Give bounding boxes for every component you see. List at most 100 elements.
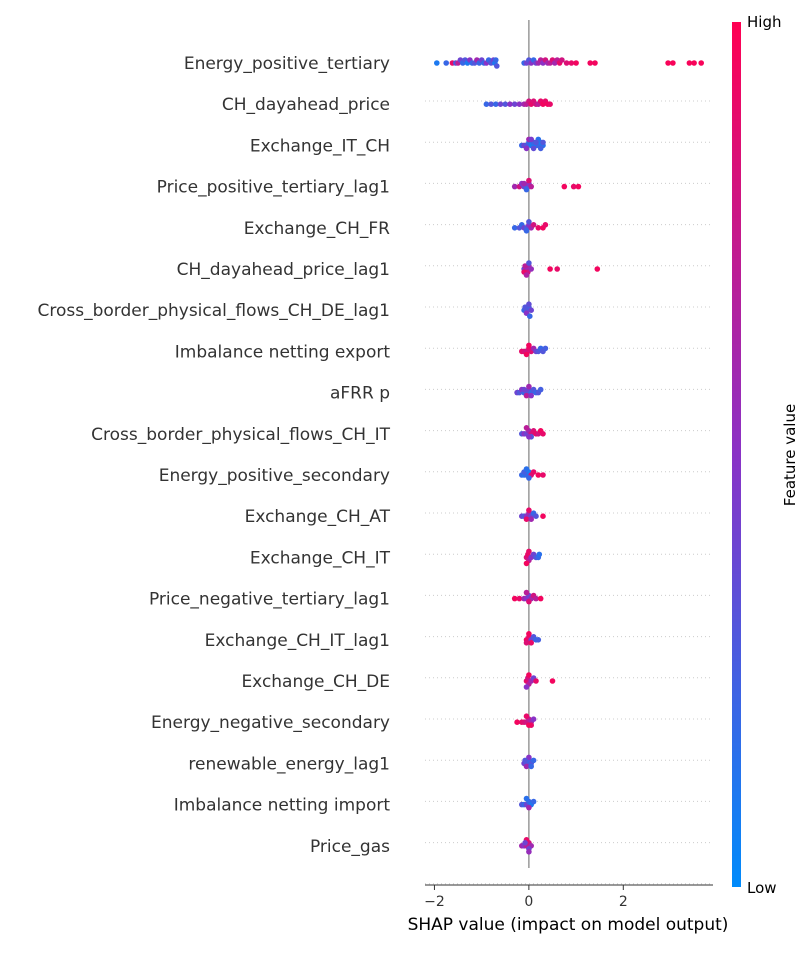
shap-point bbox=[535, 472, 542, 478]
shap-point bbox=[587, 60, 593, 66]
shap-point bbox=[511, 101, 518, 107]
feature-label: Imbalance netting export bbox=[175, 342, 391, 362]
shap-point bbox=[528, 266, 534, 272]
shap-point bbox=[526, 598, 532, 605]
shap-point bbox=[530, 222, 537, 228]
shap-point bbox=[698, 60, 704, 66]
shap-point bbox=[537, 386, 544, 393]
x-axis-title: SHAP value (impact on model output) bbox=[408, 915, 729, 935]
shap-point bbox=[530, 145, 537, 152]
feature-rows: Energy_positive_tertiary CH_dayahead_pric… bbox=[37, 54, 713, 885]
shap-point bbox=[535, 637, 542, 643]
shap-point bbox=[497, 101, 504, 107]
shap-point bbox=[526, 849, 532, 855]
shap-point bbox=[434, 60, 440, 66]
shap-point bbox=[528, 763, 534, 770]
shap-point bbox=[493, 101, 499, 107]
shap-point bbox=[691, 60, 697, 66]
shap-point bbox=[523, 351, 530, 358]
shap-point bbox=[526, 383, 532, 390]
shap-point bbox=[516, 595, 523, 602]
shap-point bbox=[526, 507, 532, 513]
shap-point bbox=[570, 183, 577, 190]
feature-label: Energy_positive_secondary bbox=[159, 466, 390, 486]
shap-point bbox=[511, 595, 518, 602]
feature-label: renewable_energy_lag1 bbox=[188, 754, 390, 774]
shap-point bbox=[523, 272, 530, 278]
shap-point bbox=[494, 63, 500, 69]
shap-point bbox=[594, 266, 601, 272]
shap-point bbox=[502, 101, 509, 107]
shap-point bbox=[443, 60, 450, 66]
shap-point bbox=[526, 804, 532, 811]
shap-point bbox=[493, 57, 499, 63]
shap-point bbox=[522, 304, 528, 311]
shap-point bbox=[526, 548, 532, 555]
feature-label: Exchange_CH_IT_lag1 bbox=[205, 631, 390, 651]
shap-point bbox=[511, 183, 518, 190]
feature-label: Exchange_CH_DE bbox=[241, 672, 390, 692]
colorbar-low-label: Low bbox=[747, 879, 777, 897]
shap-point bbox=[540, 431, 546, 437]
shap-point bbox=[523, 713, 530, 719]
shap-point bbox=[670, 60, 676, 66]
shap-point bbox=[533, 595, 539, 602]
shap-point bbox=[523, 640, 530, 646]
shap-point bbox=[526, 475, 532, 481]
x-tick-label: −2 bbox=[424, 894, 445, 910]
shap-point bbox=[523, 516, 530, 522]
shap-point bbox=[536, 551, 543, 558]
shap-point bbox=[533, 139, 539, 146]
shap-point bbox=[526, 631, 532, 637]
colorbar-high-label: High bbox=[747, 13, 781, 31]
shap-point bbox=[523, 392, 530, 399]
shap-point bbox=[526, 754, 532, 761]
shap-point bbox=[561, 183, 568, 190]
shap-point bbox=[528, 307, 534, 314]
feature-label: Energy_positive_tertiary bbox=[184, 54, 390, 74]
feature-label: CH_dayahead_price_lag1 bbox=[177, 260, 390, 280]
shap-points bbox=[434, 57, 704, 855]
shap-point bbox=[563, 60, 570, 66]
shap-point bbox=[547, 266, 553, 272]
shap-point bbox=[686, 60, 693, 66]
feature-label: Price_negative_tertiary_lag1 bbox=[149, 590, 390, 610]
feature-label: Exchange_CH_IT bbox=[250, 548, 391, 568]
x-tick-label: 2 bbox=[619, 894, 628, 910]
feature-label: aFRR p bbox=[330, 384, 390, 404]
shap-point bbox=[511, 225, 518, 231]
shap-point bbox=[516, 101, 523, 107]
shap-point bbox=[521, 180, 527, 187]
feature-label: Price_positive_tertiary_lag1 bbox=[157, 178, 390, 198]
x-axis-ticks: −2 0 2 bbox=[424, 885, 628, 910]
shap-point bbox=[533, 678, 539, 684]
shap-point bbox=[526, 672, 532, 678]
x-tick-label: 0 bbox=[524, 894, 533, 910]
shap-point bbox=[528, 516, 534, 522]
feature-label: Energy_negative_secondary bbox=[151, 713, 390, 733]
shap-point bbox=[522, 757, 528, 764]
x-axis: −2 0 2 SHAP value (impact on model output) bbox=[408, 884, 729, 935]
shap-point bbox=[526, 260, 532, 266]
shap-point bbox=[540, 513, 546, 519]
feature-label: Price_gas bbox=[310, 837, 390, 857]
shap-point bbox=[528, 183, 534, 190]
shap-point bbox=[483, 101, 490, 107]
shap-point bbox=[526, 342, 532, 349]
shap-point bbox=[527, 313, 533, 320]
shap-point bbox=[523, 228, 530, 234]
colorbar-gradient bbox=[732, 22, 741, 887]
shap-point bbox=[575, 183, 582, 190]
shap-point bbox=[514, 719, 520, 725]
shap-point bbox=[526, 722, 532, 728]
shap-point bbox=[488, 101, 494, 107]
colorbar-title: Feature value bbox=[781, 404, 799, 506]
shap-point bbox=[530, 798, 537, 805]
shap-point bbox=[521, 386, 527, 393]
shap-point bbox=[573, 60, 579, 66]
feature-label: Exchange_CH_FR bbox=[244, 219, 390, 239]
shap-point bbox=[554, 266, 560, 272]
feature-label: Imbalance netting import bbox=[174, 796, 391, 816]
